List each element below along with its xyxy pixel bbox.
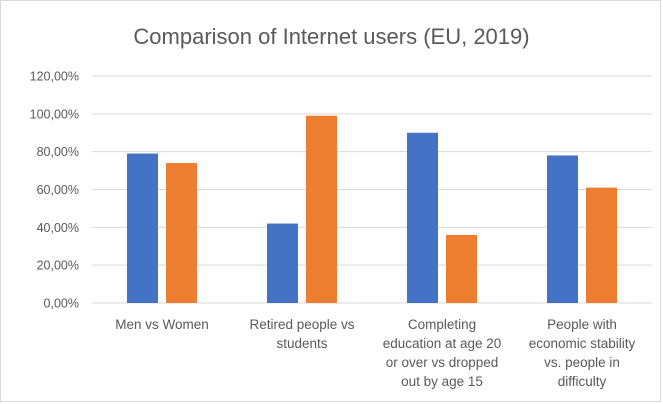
bar xyxy=(446,234,477,303)
bar xyxy=(127,153,158,303)
y-tick-label: 40,00% xyxy=(37,221,79,235)
y-tick-label: 80,00% xyxy=(37,145,79,159)
category-label: students xyxy=(276,336,327,351)
category-label: economic stability xyxy=(529,336,636,351)
category-label: Completing xyxy=(408,317,476,332)
y-tick-label: 100,00% xyxy=(30,107,79,121)
category-label: Retired people vs xyxy=(249,317,354,332)
category-label: Men vs Women xyxy=(115,317,209,332)
category-label: or over vs dropped xyxy=(386,355,499,370)
bar xyxy=(547,155,578,303)
category-label: vs. people in xyxy=(544,355,620,370)
category-label: out by age 15 xyxy=(401,374,483,389)
y-tick-label: 120,00% xyxy=(30,70,79,84)
y-tick-label: 20,00% xyxy=(37,259,79,273)
chart-title: Comparison of Internet users (EU, 2019) xyxy=(133,24,530,49)
bar xyxy=(166,163,197,303)
category-label: difficulty xyxy=(558,374,607,389)
bar xyxy=(407,132,438,303)
y-tick-label: 60,00% xyxy=(37,183,79,197)
category-label: People with xyxy=(547,317,617,332)
bar xyxy=(586,187,617,303)
category-label: education at age 20 xyxy=(383,336,502,351)
bar xyxy=(306,115,337,303)
bar xyxy=(267,223,298,303)
y-tick-label: 0,00% xyxy=(44,297,79,311)
